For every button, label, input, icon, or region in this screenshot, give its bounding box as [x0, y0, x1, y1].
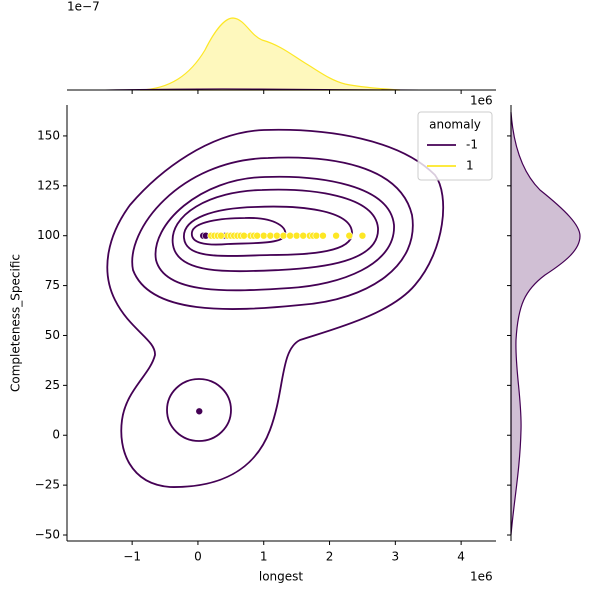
- legend-box: [417, 111, 493, 181]
- point: [319, 231, 327, 240]
- point: [273, 231, 281, 240]
- y-tick-label: 75: [45, 278, 60, 292]
- x-tick-label: 2: [326, 550, 334, 564]
- x-tick-label: 3: [392, 550, 400, 564]
- x-tick-label: 0: [194, 550, 202, 564]
- legend: anomaly -1 1: [417, 111, 493, 181]
- y-tick-label: 150: [37, 128, 60, 142]
- right-marginal-density: [510, 111, 581, 536]
- legend-label: -1: [466, 138, 478, 152]
- x-offset-label: 1e6: [470, 570, 493, 584]
- contour: [166, 378, 232, 442]
- point: [217, 231, 225, 240]
- x-tick-label: 1: [260, 550, 268, 564]
- point: [358, 231, 367, 240]
- point: [240, 231, 248, 240]
- point: [279, 231, 288, 240]
- contour: [171, 188, 379, 273]
- point: [259, 231, 268, 240]
- y-tick-label: −50: [35, 528, 60, 542]
- x-tick-label: 4: [457, 550, 465, 564]
- contour: [154, 175, 395, 292]
- y-tick-label: 50: [45, 328, 60, 342]
- x-axis-label: longest: [259, 570, 304, 584]
- contour: [183, 205, 353, 257]
- y-tick-label: 25: [45, 378, 60, 392]
- x-tick-label: −1: [123, 550, 141, 564]
- legend-title: anomaly: [429, 118, 481, 132]
- point: [292, 231, 301, 240]
- contour: [131, 156, 414, 310]
- contour: [191, 217, 287, 246]
- point: [195, 407, 204, 416]
- top-x-offset-label: 1e6: [470, 94, 493, 108]
- top-marginal-density: [139, 17, 401, 91]
- point: [345, 231, 354, 240]
- y-axis-label: Completeness_Specific: [9, 254, 23, 392]
- point: [266, 231, 275, 240]
- y-tick-label: 100: [37, 228, 60, 242]
- point: [332, 231, 340, 240]
- point: [253, 231, 261, 240]
- y-tick-label: 0: [52, 428, 60, 442]
- point: [312, 231, 321, 240]
- legend-label: 1: [466, 159, 474, 173]
- point: [299, 231, 308, 240]
- kde-contours: [106, 128, 445, 488]
- top-y-offset-label: 1e−7: [67, 0, 100, 14]
- point: [286, 231, 294, 240]
- y-tick-label: 125: [37, 178, 60, 192]
- y-tick-label: −25: [35, 478, 60, 492]
- contour: [106, 128, 445, 488]
